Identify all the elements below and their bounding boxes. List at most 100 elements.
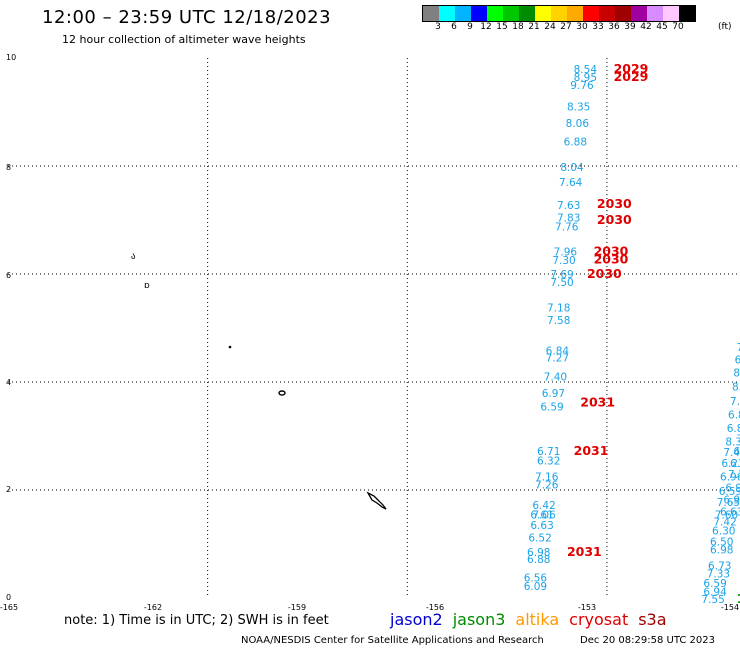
satellite-legend: jason2 jason3 altika cryosat s3a	[390, 610, 667, 629]
legend-swatch	[583, 6, 599, 21]
legend-swatch	[551, 6, 567, 21]
color-legend	[422, 5, 696, 22]
time-label: 2031	[574, 443, 609, 458]
wave-height-label: 7.76	[555, 221, 579, 233]
x-tick-label: -156	[426, 603, 444, 610]
wave-height-label: 8.35	[567, 102, 590, 114]
wave-height-label: 7.42	[713, 516, 736, 528]
legend-value: 36	[608, 22, 620, 32]
wave-height-label: 7.83	[557, 212, 580, 224]
wave-height-label: 6.23	[721, 458, 740, 470]
wave-height-label: 7.64	[559, 177, 583, 189]
legend-swatch	[615, 6, 631, 21]
wave-height-label: 7.40	[544, 372, 567, 384]
legend-swatch	[631, 6, 647, 21]
legend-value: 12	[480, 22, 492, 32]
wave-height-label: 8.32	[725, 436, 740, 448]
wave-height-label: 6.59	[719, 486, 740, 498]
wave-height-label: 6.56	[524, 572, 548, 584]
island-hawaii	[366, 491, 387, 510]
legend-swatch	[439, 6, 455, 21]
legend-value: 70	[672, 22, 684, 32]
island-marker	[278, 390, 286, 396]
wave-height-label: 7.96	[554, 246, 578, 258]
time-label: 2030	[594, 243, 629, 258]
time-label: 2031	[567, 544, 602, 559]
wave-height-label: 7.69	[550, 269, 573, 281]
wave-height-label: 6.88	[527, 554, 550, 566]
wave-height-label: 8.95	[574, 72, 597, 84]
legend-swatch	[679, 6, 695, 21]
time-label: 2029	[614, 69, 649, 84]
legend-value: 18	[512, 22, 524, 32]
footer-credit: NOAA/NESDIS Center for Satellite Applica…	[241, 635, 544, 646]
island-dot	[228, 345, 232, 349]
legend-swatch	[567, 6, 583, 21]
wave-height-label: 7.33	[707, 569, 730, 581]
wave-height-label: 7.26	[535, 480, 559, 492]
wave-height-label: 8.14	[732, 381, 740, 393]
wave-height-label: 6.50	[710, 536, 733, 548]
legend-swatch	[503, 6, 519, 21]
legend-value: 45	[656, 22, 668, 32]
wave-height-label: 6.85	[727, 423, 740, 435]
wave-height-label: 6.09	[524, 581, 547, 593]
legend-value: 15	[496, 22, 508, 32]
wave-height-label: 7.17	[728, 469, 740, 481]
y-tick-label: 2	[6, 485, 11, 494]
x-tick-label: -165	[0, 603, 18, 610]
legend-swatch	[487, 6, 503, 21]
wave-height-label: 7.16	[535, 472, 559, 484]
chart-axis-ticks: -165 -162 -159 -156 -153 -154 0 2 4 6 8 10	[0, 53, 739, 610]
wave-height-label: 6.84	[546, 346, 570, 358]
footer-note: note: 1) Time is in UTC; 2) SWH is in fe…	[64, 613, 329, 628]
wave-height-label: 6.98	[710, 544, 733, 556]
wave-height-label: 6.98	[527, 547, 550, 559]
wave-height-label: 6.63	[530, 520, 553, 532]
time-label: 2029	[614, 61, 649, 76]
color-legend-unit: (ft)	[718, 22, 732, 32]
wave-height-label: 7.60	[737, 434, 740, 446]
chart-grid	[8, 58, 740, 598]
legend-swatch	[471, 6, 487, 21]
legend-swatch	[647, 6, 663, 21]
wave-height-label: 6.42	[532, 500, 555, 512]
wave-height-label: 7.50	[550, 277, 573, 289]
wave-height-label: 6.59	[540, 401, 563, 413]
chart-area: -165 -162 -159 -156 -153 -154 0 2 4 6 8 10 ა ɒ 8.54…	[0, 53, 740, 610]
time-label: 2030	[594, 251, 629, 266]
time-label: 2030	[597, 196, 632, 211]
satellite-s3a: s3a	[638, 610, 667, 629]
legend-value: 6	[451, 22, 457, 32]
satellite-jason2: jason2	[390, 610, 443, 629]
legend-value: 30	[576, 22, 588, 32]
island-marker: ა	[131, 252, 136, 262]
wave-height-label: 6.87	[735, 354, 740, 366]
wave-height-labels: 8.548.959.76 8.35 8.06 6.88 8.04 7.64 7.637.83…	[524, 64, 740, 606]
wave-height-label: 6.63	[720, 507, 740, 519]
wave-height-label: 6.88	[564, 137, 587, 149]
legend-value: 9	[467, 22, 473, 32]
wave-height-label: 8.06	[566, 118, 590, 130]
legend-swatch	[535, 6, 551, 21]
wave-height-label: 6.59	[733, 446, 740, 458]
footer-timestamp: Dec 20 08:29:58 UTC 2023	[580, 635, 715, 646]
time-label: 1938	[737, 591, 740, 606]
wave-height-label: 7.30	[552, 255, 575, 267]
y-tick-label: 0	[6, 593, 11, 602]
wave-height-label: 7.06	[532, 509, 556, 521]
time-label: 2030	[587, 266, 622, 281]
legend-swatch	[455, 6, 471, 21]
time-label: 2031	[580, 395, 615, 410]
coastline-features: ა ɒ	[131, 252, 387, 510]
legend-swatch	[423, 6, 439, 21]
page-title: 12:00 – 23:59 UTC 12/18/2023	[42, 7, 332, 28]
wave-height-label: 6.32	[537, 455, 560, 467]
wave-height-label: 7.65	[717, 497, 740, 509]
wave-height-label: 7.55	[701, 594, 724, 606]
wave-height-label: 7.58	[547, 315, 570, 327]
page-subtitle: 12 hour collection of altimeter wave hei…	[62, 33, 306, 46]
wave-height-label: 6.87	[728, 409, 740, 421]
wave-height-label: 8.04	[560, 162, 584, 174]
wave-height-label: 7.80	[737, 342, 740, 354]
